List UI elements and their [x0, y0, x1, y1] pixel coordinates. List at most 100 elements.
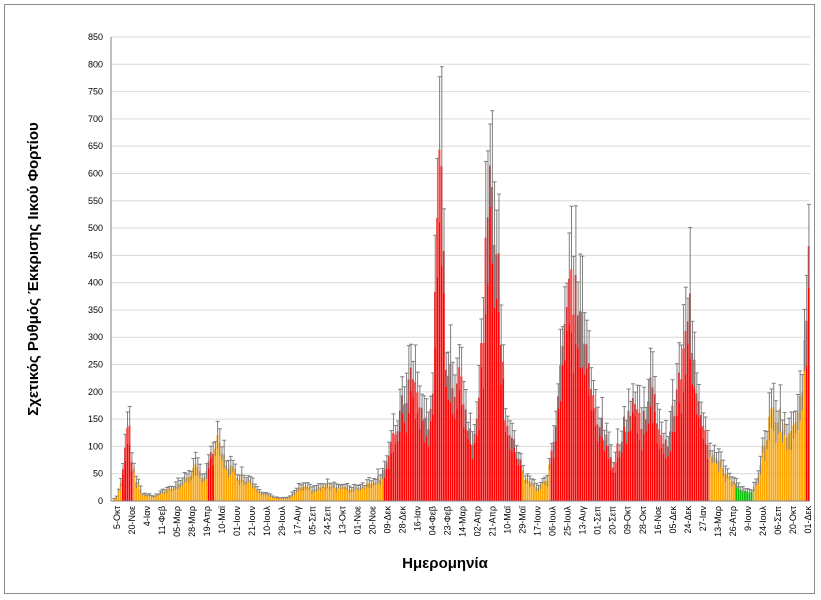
bar: [302, 486, 305, 501]
bar: [352, 488, 355, 501]
bar: [673, 416, 676, 501]
x-tick-label: 26-Απρ: [728, 506, 738, 536]
bar: [363, 487, 366, 501]
y-tick-label: 0: [98, 496, 103, 506]
bar: [689, 293, 691, 501]
bar: [491, 187, 494, 501]
x-tick-label: 10-Ιουλ: [262, 506, 272, 536]
bar: [330, 486, 333, 501]
bar: [339, 487, 342, 501]
bar: [357, 488, 359, 501]
y-tick-label: 550: [88, 196, 103, 206]
bar: [682, 348, 685, 501]
bar: [502, 361, 505, 501]
bar: [297, 487, 300, 501]
x-tick-label: 29-Μαϊ: [518, 505, 528, 534]
bar: [308, 487, 311, 501]
x-tick-label: 29-Ιουλ: [277, 506, 287, 536]
x-tick-label: 21-Ιουν: [247, 506, 257, 536]
bar: [651, 387, 654, 501]
bar: [409, 367, 412, 501]
x-tick-label: 25-Ιουλ: [563, 506, 573, 536]
bar: [783, 423, 786, 501]
bar: [555, 426, 557, 501]
bar: [207, 461, 210, 501]
x-tick-label: 10-Μαϊ: [503, 505, 513, 534]
bar: [267, 494, 269, 501]
x-tick-label: 27-Ιαν: [698, 506, 708, 532]
x-tick-label: 21-Απρ: [488, 506, 498, 536]
bar: [436, 217, 439, 501]
x-tick-label: 10-Μαϊ: [217, 505, 227, 534]
bar: [768, 416, 771, 501]
bar: [194, 463, 197, 501]
bar: [148, 494, 151, 501]
bar: [737, 485, 740, 501]
x-tick-label: 05-Σεπ: [307, 506, 317, 535]
bar: [524, 479, 527, 501]
y-tick-label: 350: [88, 305, 103, 315]
bar: [686, 321, 689, 501]
bar: [539, 485, 542, 501]
bar: [561, 346, 564, 501]
bar: [119, 482, 122, 501]
bar: [286, 497, 289, 501]
bar: [614, 462, 617, 501]
bar: [489, 165, 491, 501]
bar: [407, 379, 410, 501]
bar: [559, 365, 562, 501]
bar: [398, 410, 401, 501]
bar: [620, 441, 623, 501]
bar: [478, 397, 480, 501]
bar: [161, 491, 164, 501]
chart-svg: 0 50 100 150 200 250 300 350 400 450 500 550 600 650 7…: [25, 32, 813, 572]
bar: [385, 462, 388, 501]
bar: [741, 489, 744, 501]
chart-frame: 0 50 100 150 200 250 300 350 400 450 500 550 600 650 7…: [4, 4, 815, 594]
bar: [269, 495, 272, 501]
bar: [587, 363, 590, 501]
bar: [251, 483, 254, 501]
bar: [425, 417, 428, 501]
bar: [365, 483, 368, 501]
bar: [416, 392, 419, 501]
bar: [236, 477, 239, 501]
bar: [124, 447, 126, 501]
bar: [442, 251, 445, 501]
bar: [708, 450, 711, 501]
x-tick-label: 24-Δεκ: [683, 506, 693, 534]
bar: [583, 343, 586, 501]
bar: [473, 433, 476, 501]
bar: [572, 314, 575, 501]
bar: [796, 412, 799, 501]
bar: [113, 498, 115, 501]
bar: [717, 460, 720, 501]
bar: [190, 475, 192, 501]
bar: [240, 474, 243, 501]
bar: [805, 320, 808, 501]
bar: [662, 443, 665, 501]
bar: [631, 398, 634, 501]
bar: [592, 395, 595, 501]
bar: [506, 425, 509, 501]
bar: [744, 490, 746, 501]
bar: [590, 388, 592, 501]
bar: [168, 488, 170, 501]
bar: [350, 489, 353, 501]
bar: [497, 253, 500, 501]
bar: [372, 482, 375, 501]
x-tick-label: 09-Οκτ: [623, 506, 633, 535]
bar: [346, 486, 348, 501]
bar: [451, 388, 454, 501]
x-tick-label: 09-Δεκ: [382, 506, 392, 534]
x-axis-title: Ημερομηνία: [402, 555, 488, 572]
bar: [581, 311, 584, 501]
bar: [315, 488, 318, 501]
y-tick-label: 300: [88, 332, 103, 342]
bar: [735, 483, 738, 501]
bar: [220, 453, 223, 501]
bar: [374, 482, 377, 501]
x-tick-label: 04-Φεβ: [427, 506, 437, 535]
bar: [401, 395, 403, 501]
bar: [159, 492, 162, 501]
